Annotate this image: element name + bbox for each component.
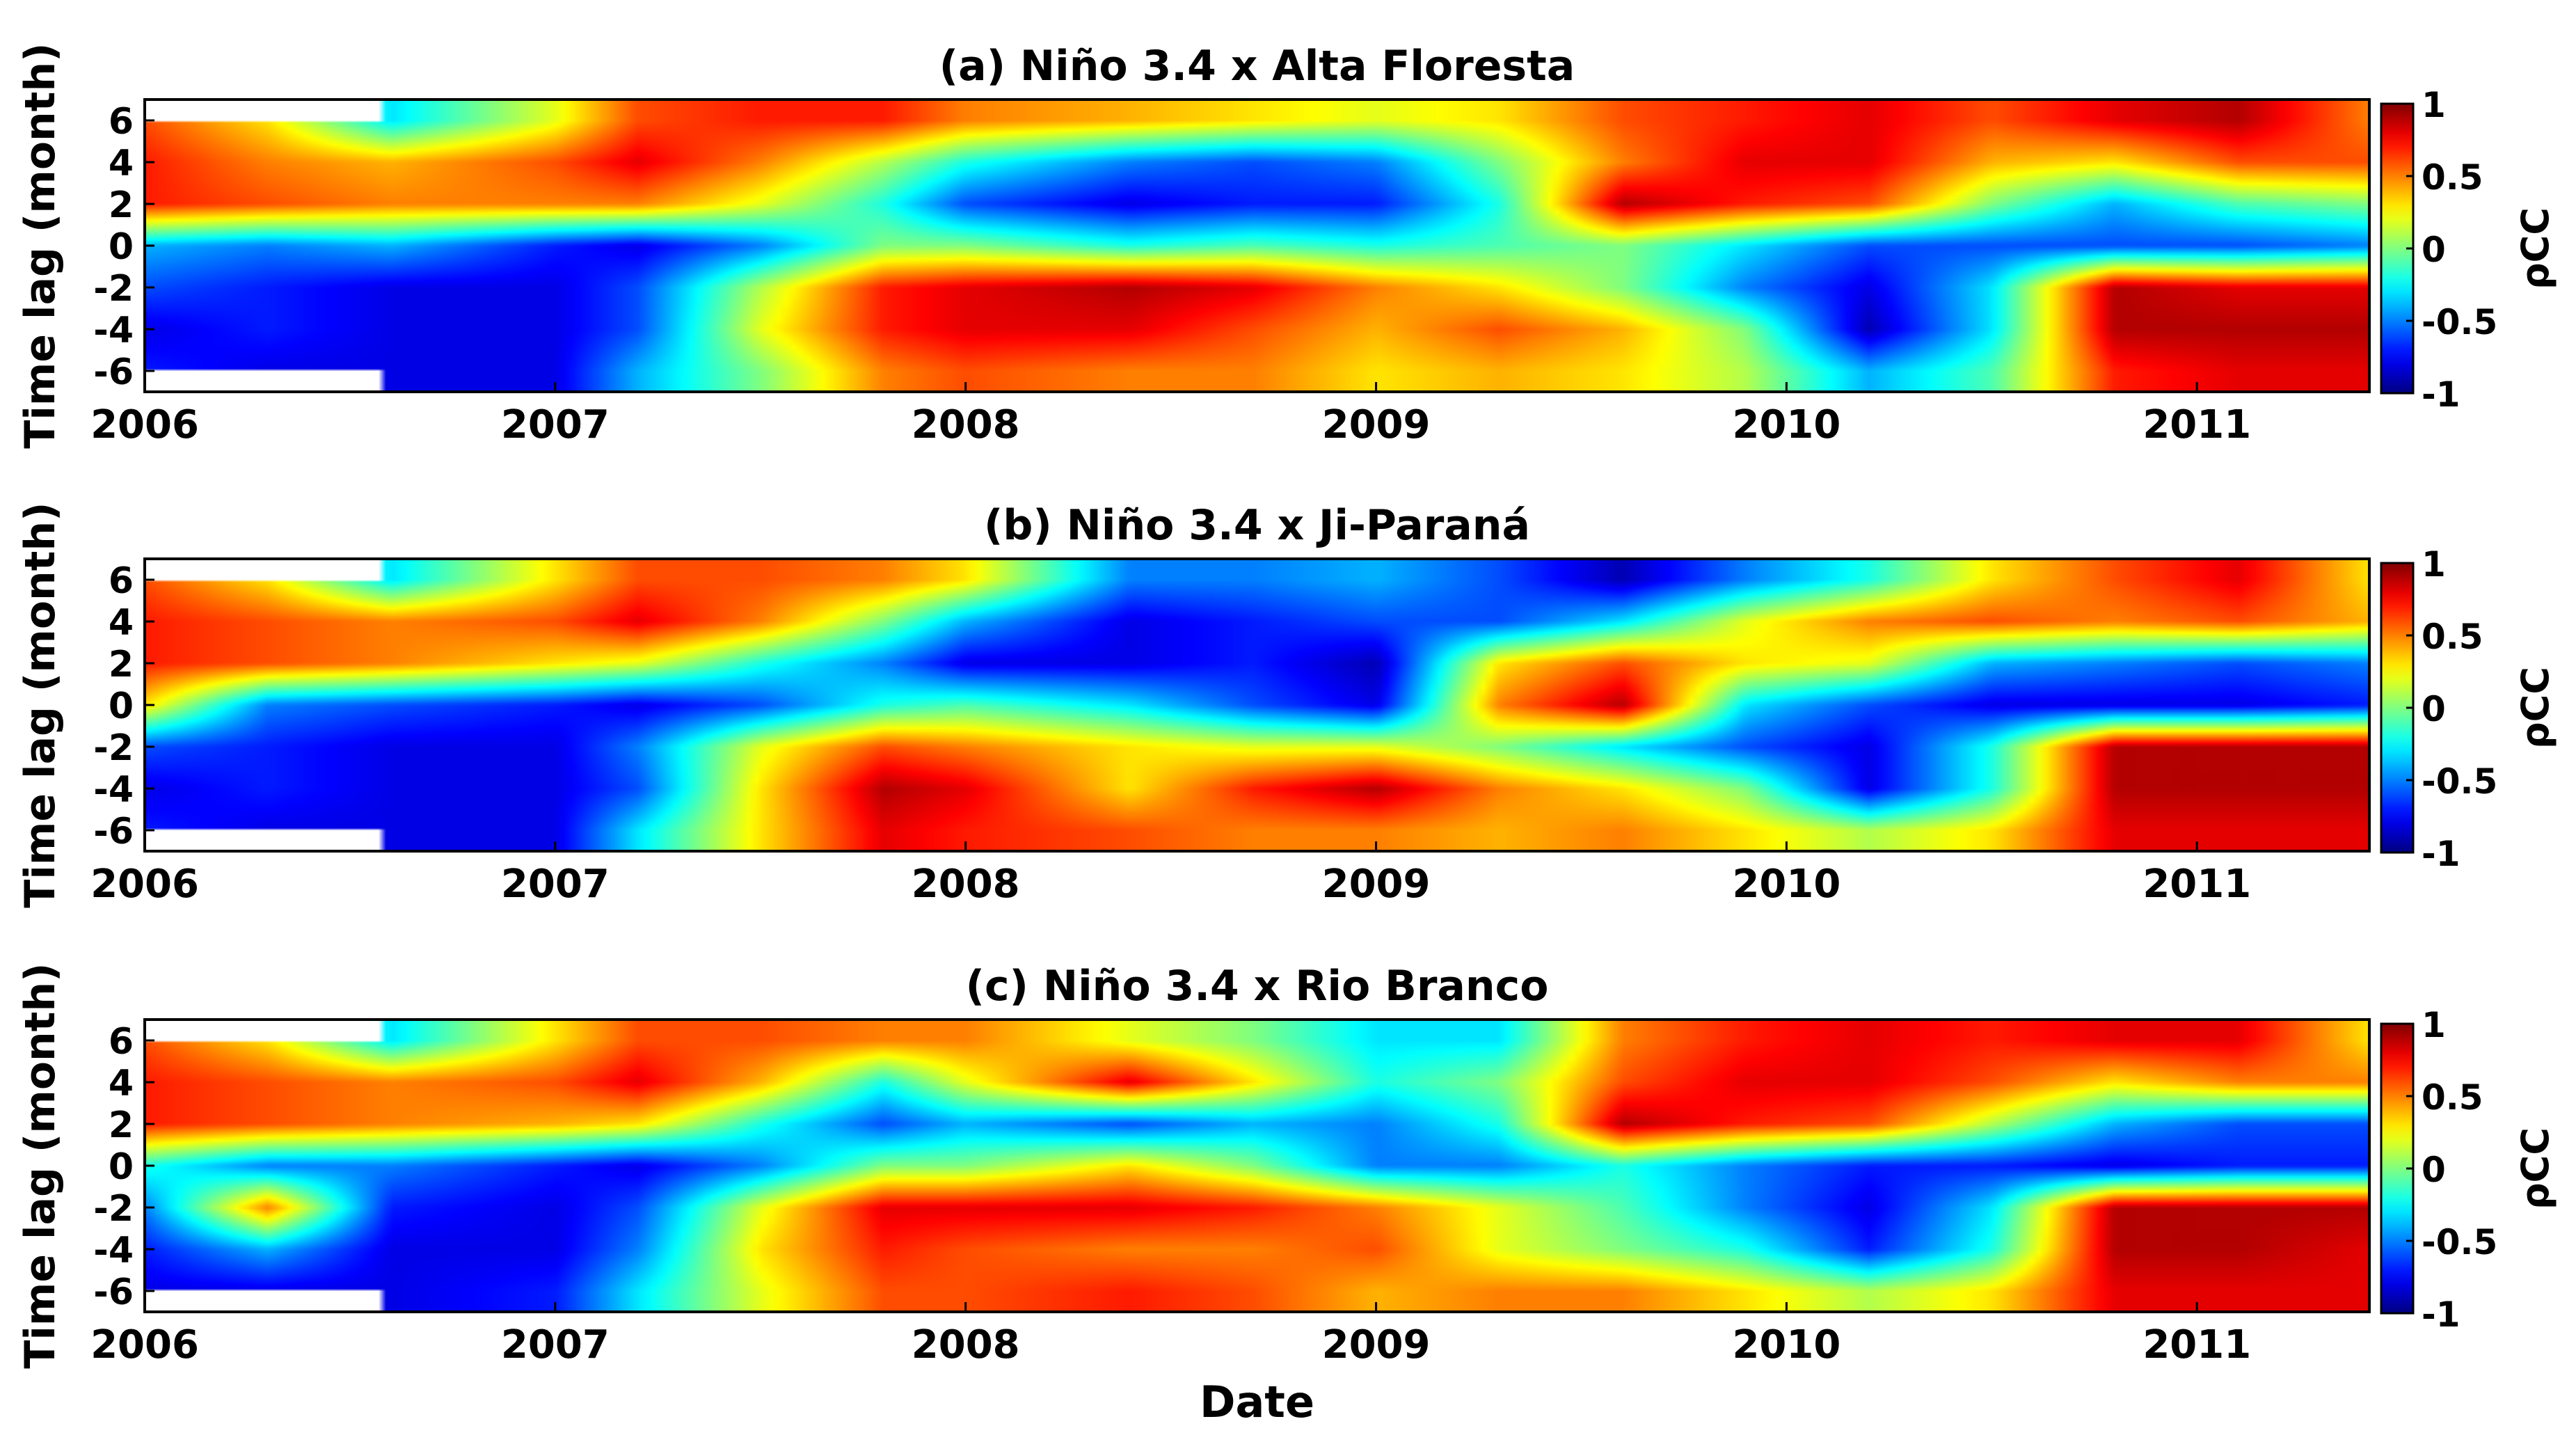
panel-title: (b) Niño 3.4 x Ji-Paraná bbox=[984, 501, 1530, 550]
colorbar-tick-label: 0.5 bbox=[2422, 617, 2483, 657]
colorbar-tick-label: -1 bbox=[2422, 374, 2460, 415]
colorbar bbox=[2380, 562, 2415, 854]
colorbar-label: ρCC bbox=[2513, 667, 2557, 749]
heatmap-panel-2 bbox=[145, 559, 2369, 851]
colorbar-tick-label: -0.5 bbox=[2422, 302, 2497, 342]
y-tick-label: -2 bbox=[93, 1188, 134, 1230]
y-tick-label: 4 bbox=[109, 143, 134, 184]
colorbar-tick-label: 0.5 bbox=[2422, 1077, 2483, 1118]
y-tick-label: -6 bbox=[93, 351, 134, 393]
y-tick-label: 2 bbox=[109, 184, 134, 226]
x-tick-label: 2008 bbox=[912, 862, 1020, 907]
x-axis-label: Date bbox=[1200, 1377, 1314, 1427]
y-tick-label: 6 bbox=[109, 1021, 134, 1063]
x-tick-label: 2010 bbox=[1732, 402, 1840, 447]
y-tick-label: 4 bbox=[109, 602, 134, 644]
colorbar-tick-label: 1 bbox=[2422, 85, 2446, 125]
x-tick-label: 2010 bbox=[1732, 1322, 1840, 1368]
colorbar-tick-label: 0 bbox=[2422, 230, 2446, 270]
y-tick-label: 0 bbox=[109, 1146, 134, 1188]
y-tick-label: 2 bbox=[109, 1104, 134, 1146]
x-tick-label: 2009 bbox=[1322, 862, 1431, 907]
x-tick-label: 2009 bbox=[1322, 402, 1431, 447]
x-tick-label: 2006 bbox=[90, 1322, 199, 1368]
y-tick-label: -2 bbox=[93, 727, 134, 769]
x-tick-label: 2007 bbox=[501, 402, 610, 447]
y-tick-label: 4 bbox=[109, 1063, 134, 1104]
y-tick-label: -2 bbox=[93, 268, 134, 310]
panel-title: (a) Niño 3.4 x Alta Floresta bbox=[939, 42, 1575, 90]
x-tick-label: 2011 bbox=[2142, 862, 2251, 907]
x-tick-label: 2006 bbox=[90, 402, 199, 447]
y-tick-label: -6 bbox=[93, 1271, 134, 1313]
x-tick-label: 2008 bbox=[912, 1322, 1020, 1368]
x-tick-label: 2011 bbox=[2142, 1322, 2251, 1368]
x-tick-label: 2009 bbox=[1322, 1322, 1431, 1368]
heatmap-panel-1 bbox=[145, 100, 2369, 392]
x-tick-label: 2006 bbox=[90, 862, 199, 907]
colorbar-tick-label: 0.5 bbox=[2422, 157, 2483, 198]
y-tick-label: -4 bbox=[93, 310, 134, 351]
x-tick-label: 2010 bbox=[1732, 862, 1840, 907]
colorbar-tick-label: 0 bbox=[2422, 689, 2446, 729]
y-tick-label: 0 bbox=[109, 226, 134, 268]
y-tick-label: 6 bbox=[109, 560, 134, 602]
y-tick-label: -6 bbox=[93, 811, 134, 853]
y-tick-label: 6 bbox=[109, 101, 134, 143]
y-axis-label: Time lag (month) bbox=[16, 962, 65, 1368]
y-axis-label: Time lag (month) bbox=[16, 42, 65, 448]
y-tick-label: -4 bbox=[93, 769, 134, 811]
x-tick-label: 2011 bbox=[2142, 402, 2251, 447]
y-tick-label: 2 bbox=[109, 644, 134, 686]
x-tick-label: 2007 bbox=[501, 1322, 610, 1368]
colorbar-label: ρCC bbox=[2513, 207, 2557, 290]
colorbar-tick-label: -0.5 bbox=[2422, 1222, 2497, 1262]
colorbar-tick-label: -0.5 bbox=[2422, 761, 2497, 802]
colorbar-tick-label: 1 bbox=[2422, 544, 2446, 585]
heatmap-panel-3 bbox=[145, 1020, 2369, 1312]
colorbar-tick-label: -1 bbox=[2422, 1294, 2460, 1335]
y-tick-label: 0 bbox=[109, 686, 134, 727]
colorbar-tick-label: 1 bbox=[2422, 1005, 2446, 1045]
panel-title: (c) Niño 3.4 x Rio Branco bbox=[966, 962, 1549, 1011]
colorbar-tick-label: 0 bbox=[2422, 1150, 2446, 1190]
y-tick-label: -4 bbox=[93, 1230, 134, 1271]
colorbar-tick-label: -1 bbox=[2422, 834, 2460, 874]
x-tick-label: 2007 bbox=[501, 862, 610, 907]
x-tick-label: 2008 bbox=[912, 402, 1020, 447]
y-axis-label: Time lag (month) bbox=[16, 502, 65, 908]
colorbar-label: ρCC bbox=[2513, 1127, 2557, 1210]
